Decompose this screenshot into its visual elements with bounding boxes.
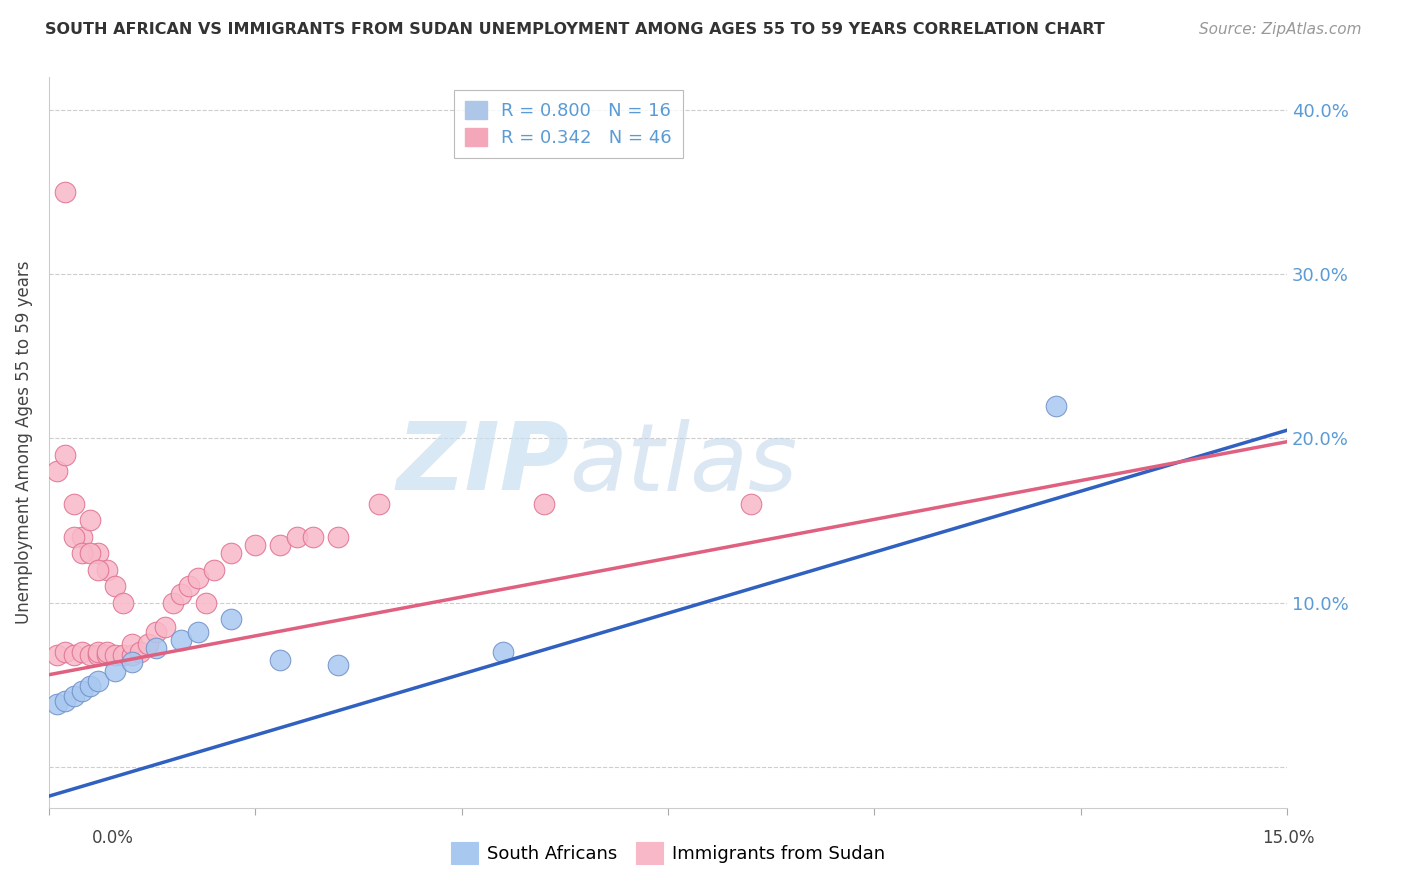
Text: 15.0%: 15.0% [1263, 829, 1315, 847]
Point [112, 595, 135, 609]
Point [104, 665, 127, 679]
Point [46, 648, 69, 662]
Point [302, 530, 325, 544]
Point [179, 579, 201, 593]
Point [145, 641, 167, 656]
Point [79, 679, 101, 693]
Point [87, 674, 110, 689]
Point [70, 645, 93, 659]
Point [136, 636, 159, 650]
Point [145, 625, 167, 640]
Point [87, 645, 110, 659]
Point [121, 636, 143, 650]
Point [368, 497, 391, 511]
Point [46, 464, 69, 478]
Point [79, 513, 101, 527]
Point [1045, 399, 1067, 413]
Text: 0.0%: 0.0% [91, 829, 134, 847]
Point [245, 538, 267, 552]
Point [492, 645, 515, 659]
Point [326, 530, 349, 544]
Point [170, 587, 193, 601]
Point [533, 497, 555, 511]
Point [70, 684, 93, 698]
Point [269, 538, 291, 552]
Point [104, 648, 127, 662]
Point [153, 620, 176, 634]
Point [55, 186, 77, 200]
Point [202, 563, 225, 577]
Point [740, 497, 762, 511]
Point [87, 648, 110, 662]
Point [62, 530, 84, 544]
Point [194, 595, 217, 609]
Point [70, 530, 93, 544]
Point [326, 657, 349, 672]
Point [128, 645, 150, 659]
Text: Source: ZipAtlas.com: Source: ZipAtlas.com [1198, 22, 1361, 37]
Point [62, 497, 84, 511]
Point [162, 595, 184, 609]
Point [87, 563, 110, 577]
Y-axis label: Unemployment Among Ages 55 to 59 years: Unemployment Among Ages 55 to 59 years [15, 260, 32, 624]
Text: ZIP: ZIP [396, 418, 569, 510]
Text: SOUTH AFRICAN VS IMMIGRANTS FROM SUDAN UNEMPLOYMENT AMONG AGES 55 TO 59 YEARS CO: SOUTH AFRICAN VS IMMIGRANTS FROM SUDAN U… [45, 22, 1105, 37]
Point [79, 648, 101, 662]
Point [187, 625, 209, 640]
Legend: R = 0.800   N = 16, R = 0.342   N = 46: R = 0.800 N = 16, R = 0.342 N = 46 [454, 90, 682, 158]
Point [170, 633, 193, 648]
Point [70, 546, 93, 560]
Point [104, 579, 127, 593]
Point [219, 612, 242, 626]
Point [96, 648, 118, 662]
Point [62, 648, 84, 662]
Point [269, 653, 291, 667]
Point [55, 448, 77, 462]
Text: atlas: atlas [569, 419, 797, 510]
Point [87, 546, 110, 560]
Point [55, 645, 77, 659]
Point [219, 546, 242, 560]
Point [79, 546, 101, 560]
Point [112, 648, 135, 662]
Point [55, 694, 77, 708]
Point [46, 698, 69, 712]
Point [62, 689, 84, 703]
Point [121, 648, 143, 662]
Point [285, 530, 308, 544]
Point [96, 563, 118, 577]
Point [121, 655, 143, 669]
Point [187, 571, 209, 585]
Point [96, 645, 118, 659]
